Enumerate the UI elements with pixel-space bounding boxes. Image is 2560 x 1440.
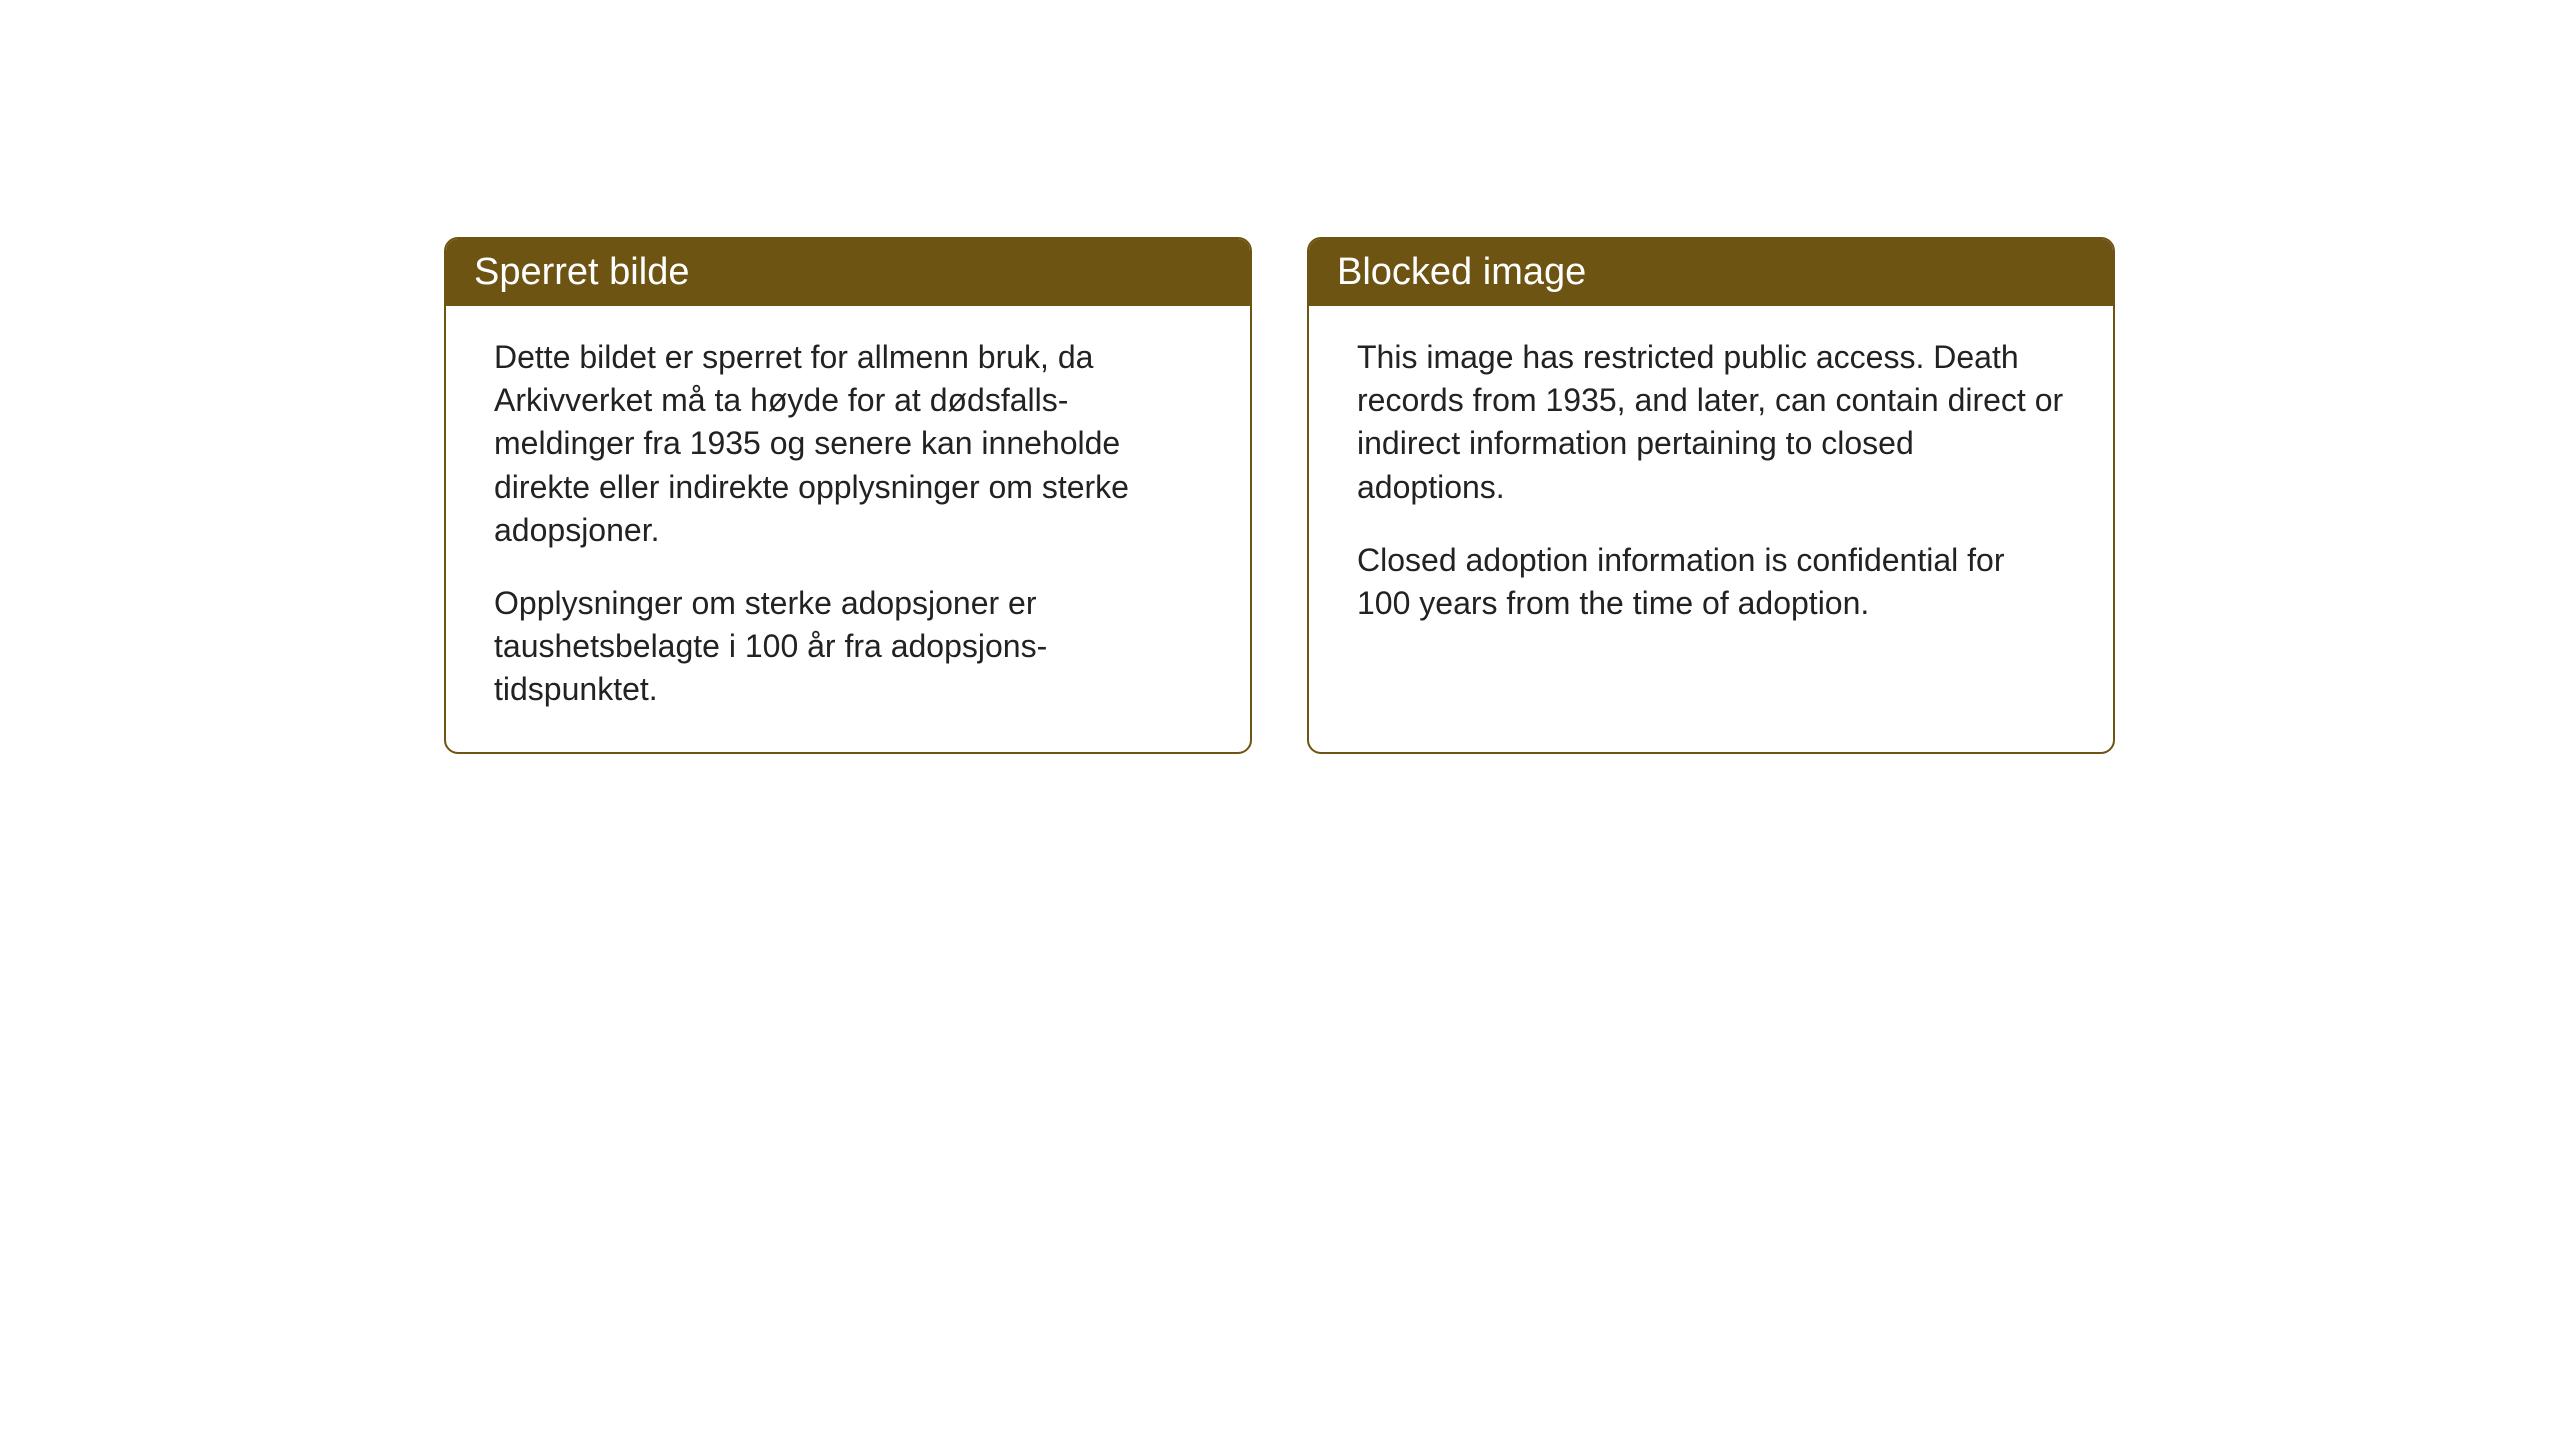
notice-container: Sperret bilde Dette bildet er sperret fo… bbox=[444, 237, 2115, 754]
notice-title-english: Blocked image bbox=[1337, 251, 1586, 293]
notice-header-norwegian: Sperret bilde bbox=[446, 239, 1250, 306]
notice-box-english: Blocked image This image has restricted … bbox=[1307, 237, 2115, 754]
notice-paragraph: Opplysninger om sterke adopsjoner er tau… bbox=[494, 582, 1202, 712]
notice-paragraph: This image has restricted public access.… bbox=[1357, 336, 2065, 509]
notice-body-english: This image has restricted public access.… bbox=[1309, 306, 2113, 665]
notice-body-norwegian: Dette bildet er sperret for allmenn bruk… bbox=[446, 306, 1250, 752]
notice-box-norwegian: Sperret bilde Dette bildet er sperret fo… bbox=[444, 237, 1252, 754]
notice-header-english: Blocked image bbox=[1309, 239, 2113, 306]
notice-paragraph: Closed adoption information is confident… bbox=[1357, 539, 2065, 625]
notice-title-norwegian: Sperret bilde bbox=[474, 251, 689, 293]
notice-paragraph: Dette bildet er sperret for allmenn bruk… bbox=[494, 336, 1202, 552]
